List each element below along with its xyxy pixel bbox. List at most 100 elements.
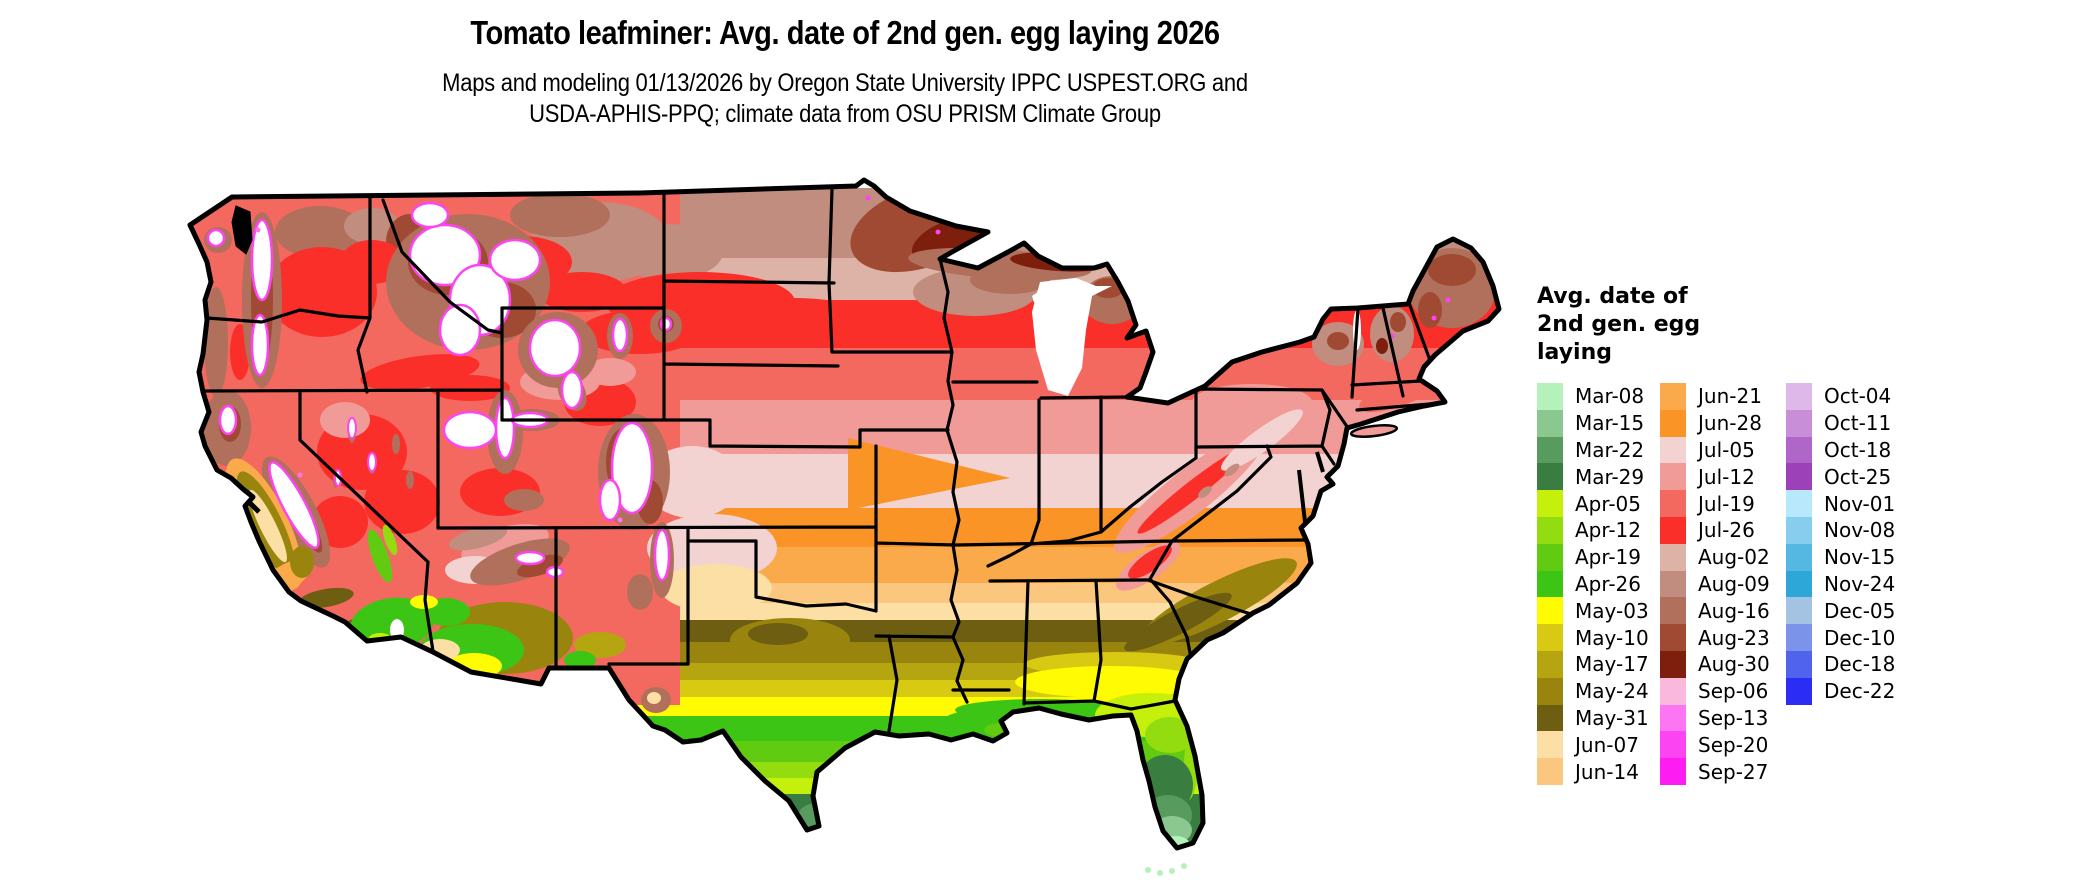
legend-label: Sep-20 (1698, 732, 1769, 757)
legend-column-3: Oct-04 Oct-11 Oct-18 Oct-25 Nov-01 Nov-08 Nov-… (1786, 383, 1895, 705)
legend-entry: Dec-10 (1786, 624, 1895, 651)
legend-swatch (1660, 624, 1686, 651)
legend-swatch (1537, 624, 1563, 651)
legend-label: Jun-14 (1575, 759, 1639, 784)
legend-label: Jul-12 (1698, 464, 1755, 489)
legend-swatch (1660, 597, 1686, 625)
legend-swatch (1660, 650, 1686, 678)
legend-label: Sep-27 (1698, 759, 1769, 784)
legend-label: May-31 (1575, 705, 1649, 730)
legend-entry: Mar-08 (1537, 383, 1649, 410)
legend-label: Mar-22 (1575, 437, 1645, 462)
legend-label: Dec-22 (1824, 679, 1896, 704)
legend-entry: Jul-19 (1660, 490, 1770, 517)
legend-title-line-2: 2nd gen. egg (1537, 312, 1701, 337)
legend-label: Oct-18 (1824, 437, 1892, 462)
legend-label: May-10 (1575, 625, 1649, 650)
map-title: Tomato leafminer: Avg. date of 2nd gen. … (470, 14, 1220, 51)
east-and-south-overlays (730, 358, 1449, 836)
legend-swatch (1537, 597, 1563, 625)
legend-swatch (1786, 383, 1812, 410)
legend-swatch (1786, 543, 1812, 571)
legend-swatch (1660, 463, 1686, 491)
legend-swatch (1537, 570, 1563, 598)
legend-swatch (1660, 758, 1686, 785)
legend-swatch (1537, 731, 1563, 759)
legend-entry: Jun-14 (1537, 758, 1649, 785)
legend-swatch (1660, 409, 1686, 437)
legend-swatch (1786, 650, 1812, 678)
legend-label: Nov-15 (1824, 545, 1896, 570)
legend-label: Mar-08 (1575, 384, 1645, 409)
subtitle-line-1: Maps and modeling 01/13/2026 by Oregon S… (442, 69, 1248, 97)
legend-swatch (1660, 516, 1686, 544)
legend-swatch (1660, 543, 1686, 571)
legend-swatch (1537, 677, 1563, 705)
legend-entry: Dec-22 (1786, 677, 1896, 705)
legend-label: May-24 (1575, 679, 1649, 704)
legend-swatch (1537, 758, 1563, 785)
legend-swatch (1660, 704, 1686, 732)
legend-entry: Aug-23 (1660, 624, 1770, 651)
legend-entry: Apr-12 (1537, 516, 1649, 544)
legend-label: Apr-19 (1575, 545, 1641, 570)
long-island (1349, 424, 1399, 438)
legend-entry: Aug-16 (1660, 597, 1770, 625)
legend-swatch (1786, 490, 1812, 517)
legend-label: Aug-02 (1698, 545, 1770, 570)
legend-entry: Jul-05 (1660, 436, 1770, 464)
legend-label: Oct-04 (1824, 384, 1892, 409)
florida-keys (1145, 863, 1187, 876)
legend-entry: Apr-19 (1537, 543, 1649, 571)
legend-entry: Nov-24 (1786, 570, 1896, 598)
legend-swatch (1537, 436, 1563, 464)
legend-swatch (1786, 597, 1812, 625)
legend-title-line-3: laying (1537, 340, 1613, 365)
legend-swatch (1660, 677, 1686, 705)
legend-swatch (1660, 383, 1686, 410)
legend-label: Nov-08 (1824, 518, 1896, 543)
legend-label: Mar-29 (1575, 464, 1645, 489)
legend-entry: Mar-15 (1537, 409, 1649, 437)
legend-label: Dec-05 (1824, 598, 1896, 623)
legend-label: Jul-26 (1698, 518, 1755, 543)
legend-label: Sep-13 (1698, 705, 1769, 730)
legend-entry: Apr-05 (1537, 490, 1649, 517)
legend-label: Jun-07 (1575, 732, 1639, 757)
legend-swatch (1786, 436, 1812, 464)
legend-entry: Sep-13 (1660, 704, 1770, 732)
legend-entry: Oct-18 (1786, 436, 1895, 464)
legend-title-line-1: Avg. date of (1537, 284, 1688, 309)
legend-label: Aug-09 (1698, 571, 1770, 596)
legend-label: May-03 (1575, 598, 1649, 623)
legend-swatch (1537, 409, 1563, 437)
legend-entry: Jun-28 (1660, 409, 1770, 437)
legend-entry: Apr-26 (1537, 570, 1649, 598)
legend-entry: Sep-20 (1660, 731, 1770, 759)
legend-column-1: Mar-08 Mar-15 Mar-22 Mar-29 Apr-05 Apr-12 Apr-… (1537, 383, 1649, 785)
legend-column-2: Jun-21 Jun-28 Jul-05 Jul-12 Jul-19 Jul-26 Aug-… (1660, 383, 1770, 785)
north-brown-areas (275, 183, 1496, 366)
legend-entry: May-24 (1537, 677, 1649, 705)
legend-entry: Nov-15 (1786, 543, 1896, 571)
legend-entry: Dec-18 (1786, 650, 1895, 678)
legend-label: Nov-01 (1824, 491, 1896, 516)
legend-swatch (1786, 516, 1812, 544)
legend-entry: Aug-30 (1660, 650, 1770, 678)
legend-swatch (1786, 677, 1812, 705)
legend-label: Nov-24 (1824, 571, 1896, 596)
state-borders (199, 187, 1433, 733)
legend-entry: May-17 (1537, 650, 1649, 678)
legend-entry: Aug-09 (1660, 570, 1770, 598)
legend-label: May-17 (1575, 652, 1649, 677)
legend-label: Oct-11 (1824, 411, 1892, 436)
legend-label: Dec-10 (1824, 625, 1896, 650)
legend-entry: Jun-21 (1660, 383, 1770, 410)
legend-label: Jun-28 (1698, 411, 1762, 436)
legend-swatch (1786, 570, 1812, 598)
map-subtitle: Maps and modeling 01/13/2026 by Oregon S… (233, 68, 1456, 130)
legend-label: Aug-30 (1698, 652, 1770, 677)
legend-title: Avg. date of 2nd gen. egg laying (1537, 283, 1700, 367)
